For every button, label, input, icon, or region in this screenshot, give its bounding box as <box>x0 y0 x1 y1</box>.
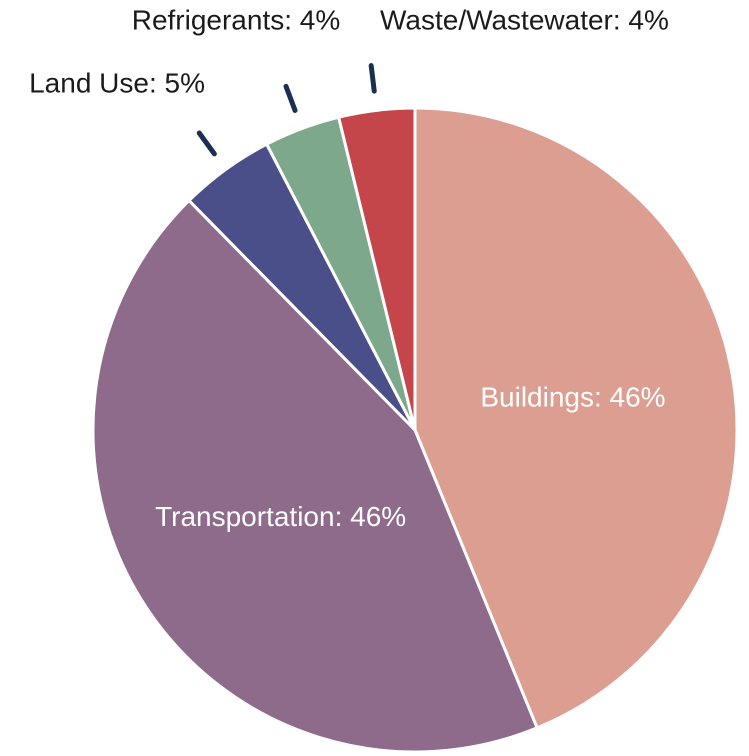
leader-line <box>283 83 298 113</box>
pie-slice <box>337 106 417 432</box>
slice-label: Buildings: 46% <box>480 381 665 412</box>
pie-slice <box>413 106 739 730</box>
slice-label: Refrigerants: 4% <box>132 4 341 35</box>
leader-line <box>196 130 217 157</box>
slice-label: Waste/Wastewater: 4% <box>380 4 669 35</box>
leader-line <box>368 63 377 94</box>
pie-slice <box>91 199 539 754</box>
slice-label: Land Use: 5% <box>29 67 205 98</box>
slice-label: Transportation: 46% <box>155 501 406 532</box>
